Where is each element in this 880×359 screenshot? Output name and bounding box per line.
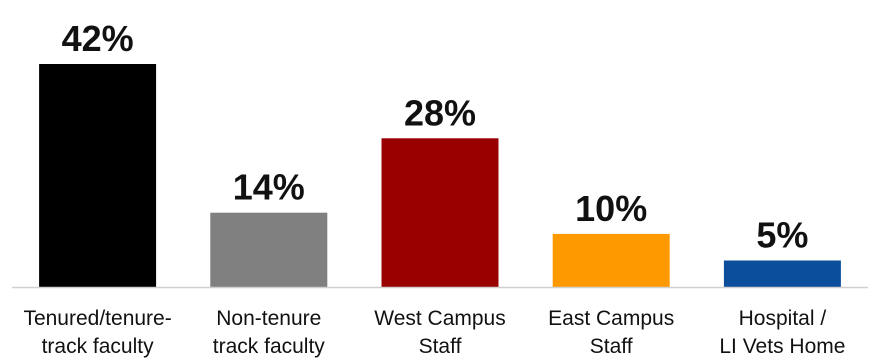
bar-value-label: 10%	[575, 188, 647, 229]
category-label-line: East Campus	[548, 307, 674, 330]
category-label-line: track faculty	[42, 335, 155, 358]
bar	[210, 212, 328, 287]
category-label-line: LI Vets Home	[719, 335, 845, 358]
category-label-line: track faculty	[213, 335, 326, 358]
bar-value-label: 5%	[756, 215, 808, 256]
bar-value-label: 42%	[62, 18, 134, 59]
category-label-line: Hospital /	[739, 307, 827, 330]
bar	[39, 64, 157, 287]
category-label-line: West Campus	[374, 307, 506, 330]
category-label-line: Staff	[590, 335, 633, 358]
value-labels-group: 42% 14% 28% 10% 5%	[62, 18, 809, 256]
category-label-line: Staff	[419, 335, 462, 358]
bar	[552, 233, 670, 287]
bar	[723, 260, 841, 287]
bar-value-label: 14%	[233, 167, 305, 208]
bar	[381, 138, 499, 287]
category-label: East Campus Staff	[548, 307, 674, 358]
category-label-line: Tenured/tenure-	[23, 307, 171, 330]
category-label: West Campus Staff	[374, 307, 506, 358]
category-label: Tenured/tenure-track faculty	[23, 307, 171, 358]
category-label: Hospital / LI Vets Home	[719, 307, 845, 358]
bars-group	[39, 64, 841, 287]
category-label-line: Non-tenure	[216, 307, 321, 330]
category-label: Non-tenure track faculty	[213, 307, 326, 358]
category-labels-group: Tenured/tenure-track faculty Non-tenure tr…	[23, 307, 845, 358]
bar-value-label: 28%	[404, 92, 476, 133]
